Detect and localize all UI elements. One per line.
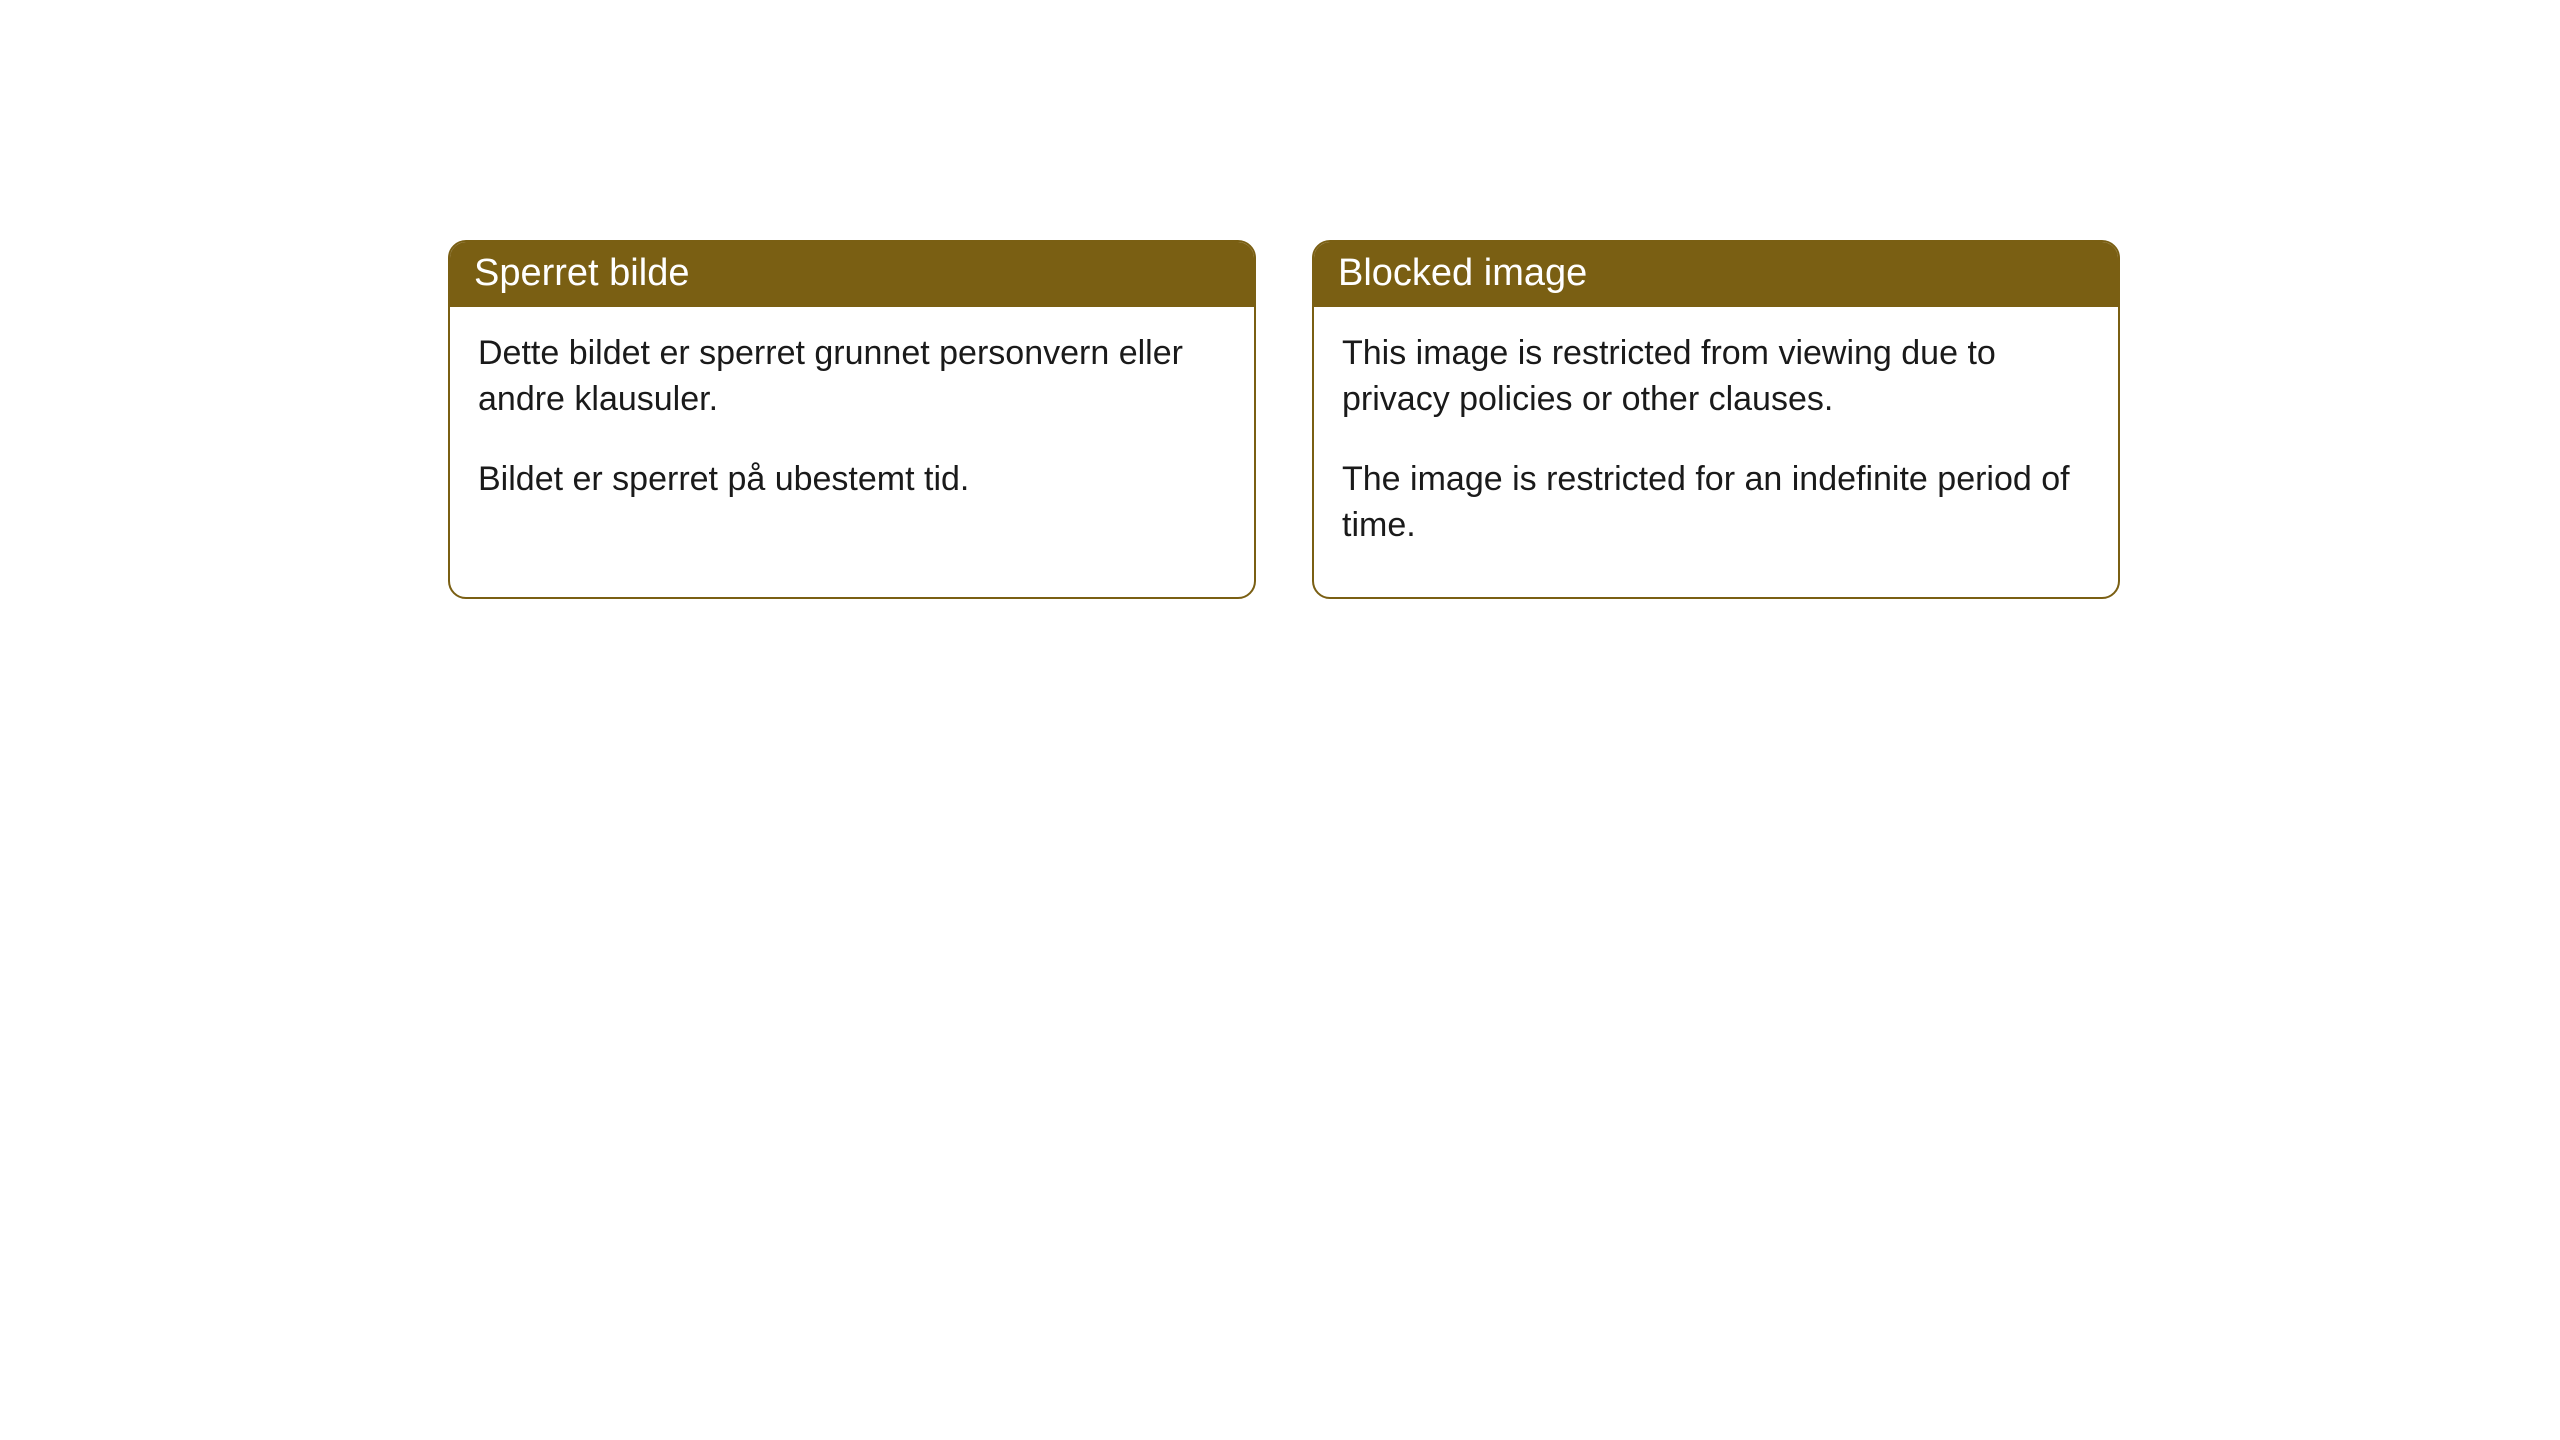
cards-container: Sperret bilde Dette bildet er sperret gr… xyxy=(0,0,2560,599)
card-header-english: Blocked image xyxy=(1314,242,2118,307)
card-title-english: Blocked image xyxy=(1338,252,1587,294)
card-paragraph: Bildet er sperret på ubestemt tid. xyxy=(478,457,1226,503)
card-body-english: This image is restricted from viewing du… xyxy=(1314,307,2118,597)
card-title-norwegian: Sperret bilde xyxy=(474,252,689,294)
card-paragraph: This image is restricted from viewing du… xyxy=(1342,331,2090,423)
card-paragraph: The image is restricted for an indefinit… xyxy=(1342,457,2090,549)
card-body-norwegian: Dette bildet er sperret grunnet personve… xyxy=(450,307,1254,551)
card-english: Blocked image This image is restricted f… xyxy=(1312,240,2120,599)
card-paragraph: Dette bildet er sperret grunnet personve… xyxy=(478,331,1226,423)
card-header-norwegian: Sperret bilde xyxy=(450,242,1254,307)
card-norwegian: Sperret bilde Dette bildet er sperret gr… xyxy=(448,240,1256,599)
